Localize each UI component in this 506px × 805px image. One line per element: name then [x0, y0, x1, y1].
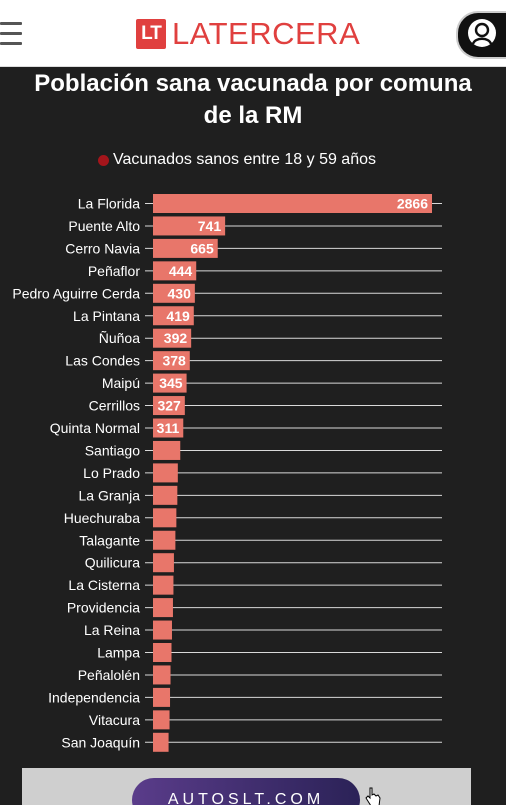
bar [153, 283, 195, 303]
category-label: La Florida [78, 196, 140, 212]
data-label: 430 [168, 285, 192, 301]
data-label: 444 [169, 263, 193, 279]
category-label: Cerrillos [89, 398, 140, 414]
bar [153, 710, 170, 730]
bar [153, 194, 432, 213]
category-label: Lampa [97, 645, 140, 661]
category-label: Ñuñoa [99, 330, 140, 346]
data-label: 741 [198, 218, 222, 234]
bar [153, 396, 185, 416]
category-label: Santiago [85, 442, 140, 458]
bar [153, 530, 176, 550]
data-label: 378 [162, 353, 186, 369]
bar [153, 665, 171, 685]
category-label: Quilicura [85, 555, 140, 571]
category-label: Pedro Aguirre Cerda [12, 285, 140, 301]
bar [153, 732, 169, 752]
category-label: Providencia [67, 600, 140, 616]
category-label: Maipú [102, 375, 140, 391]
data-label: 2866 [397, 196, 428, 212]
data-label: 327 [157, 398, 181, 414]
legend-label: Vacunados sanos entre 18 y 59 años [113, 151, 376, 168]
category-label: Vitacura [89, 712, 140, 728]
hand-cursor-icon [365, 787, 381, 805]
data-label: 392 [164, 330, 188, 346]
bar [153, 216, 226, 236]
category-label: La Granja [79, 487, 141, 503]
category-label: La Pintana [73, 308, 140, 324]
bar [153, 351, 190, 371]
bar [153, 643, 172, 662]
bar [153, 261, 197, 281]
category-label: Lo Prado [83, 465, 140, 481]
bar [153, 328, 192, 348]
ad-link-button[interactable]: AUTOSLT.COM [132, 778, 360, 805]
hamburger-menu-icon[interactable] [0, 22, 22, 46]
bar [153, 238, 218, 258]
category-label: Independencia [48, 689, 140, 705]
site-header: LT LATERCERA [0, 0, 506, 67]
chart-title-line-1: Población sana vacunada por comuna [34, 70, 472, 97]
bar [153, 508, 177, 528]
bar [153, 418, 184, 438]
bar [153, 463, 178, 483]
chart-title-line-2: de la RM [203, 102, 303, 129]
site-logo[interactable]: LT LATERCERA [136, 16, 361, 51]
bar-chart: La Florida 2866 Puente Alto 741 Cerro Navia 6… [12, 194, 442, 752]
chart-title: Población sana vacunada por comuna de la… [0, 68, 506, 132]
bar [153, 620, 172, 640]
bar [153, 440, 181, 460]
bar [153, 306, 194, 326]
category-label: Peñalolén [78, 667, 140, 683]
user-account-icon [468, 19, 496, 47]
legend-swatch [98, 154, 109, 166]
chart-legend[interactable]: Vacunados sanos entre 18 y 59 años [98, 149, 376, 171]
category-label: Huechuraba [64, 510, 140, 526]
category-label: La Cisterna [68, 577, 140, 593]
category-label: La Reina [84, 622, 140, 638]
logo-text: LATERCERA [172, 16, 361, 51]
bar [153, 373, 187, 393]
category-label: Talagante [79, 532, 140, 548]
bar [153, 553, 174, 573]
category-label: Cerro Navia [65, 240, 140, 256]
category-label: Las Condes [65, 353, 140, 369]
bar [153, 687, 171, 707]
category-label: San Joaquín [61, 734, 140, 750]
bar [153, 575, 174, 595]
category-label: Puente Alto [68, 218, 140, 234]
data-label: 419 [166, 308, 190, 324]
user-account-button[interactable] [456, 11, 506, 59]
category-label: Quinta Normal [50, 420, 140, 436]
bar [153, 598, 173, 618]
data-label: 311 [157, 420, 180, 436]
data-label: 345 [159, 375, 183, 391]
data-label: 665 [190, 240, 214, 256]
advertisement-banner[interactable]: AUTOSLT.COM [22, 768, 471, 805]
category-label: Peñaflor [88, 263, 140, 279]
bar [153, 485, 178, 505]
logo-mark: LT [136, 19, 166, 49]
